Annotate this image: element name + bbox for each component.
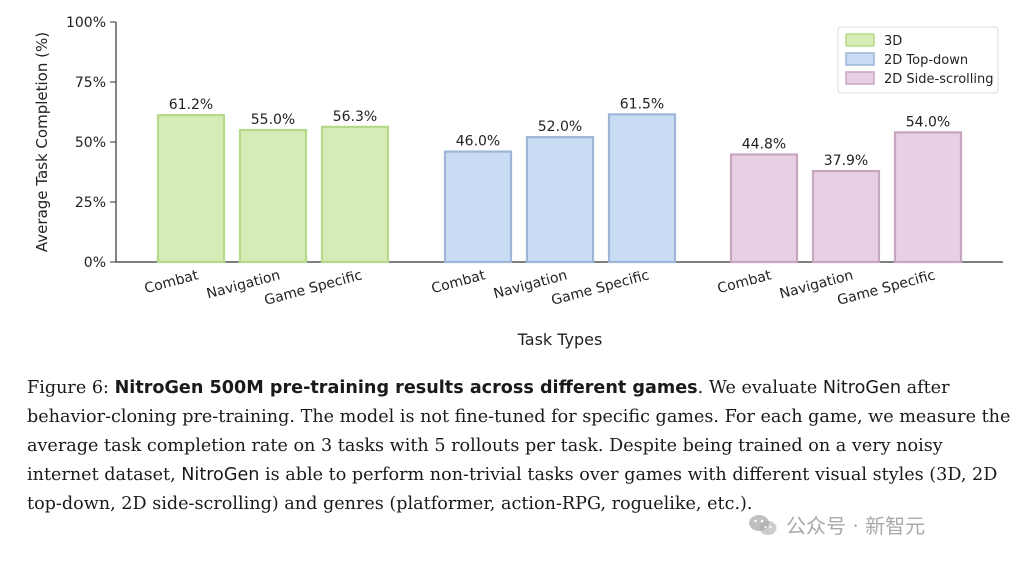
figure-caption: Figure 6: NitroGen 500M pre-training res… [27,374,1012,519]
caption-text-2: after behavior-cloning pre-training. The… [27,378,1011,485]
bar-value-label: 56.3% [333,109,377,125]
x-axis-label: Task Types [517,330,603,349]
bar-value-label: 61.2% [169,97,213,113]
caption-model-name: NitroGen [822,378,902,398]
y-axis-label: Average Task Completion (%) [33,32,51,252]
bar [893,131,963,264]
bar [729,153,799,264]
y-tick-label: 100% [66,15,106,31]
caption-text-3: is able to perform non-trivial tasks ove… [27,465,998,514]
bar-value-label: 54.0% [906,114,950,130]
watermark: 公众号 · 新智元 [748,510,925,539]
legend-swatch [845,71,875,85]
bar-value-label: 37.9% [824,153,868,169]
bar [525,136,595,264]
wechat-icon [749,514,777,535]
bar-chart: 0% 25% 50% 75% 100% Average Task Completion (… [33,15,1003,349]
y-tick-label: 50% [75,135,106,151]
bar [238,128,308,264]
y-tick-label: 0% [84,255,106,271]
caption-model-name-2: NitroGen [181,465,260,485]
x-category-label: Combat [143,267,201,297]
legend-label: 3D [884,34,902,49]
y-tick-label: 75% [75,75,106,91]
caption-text-1: . We evaluate [697,378,823,398]
bar [607,113,677,264]
bar-value-label: 46.0% [456,134,500,150]
bar [320,125,390,264]
legend-label: 2D Top-down [884,53,968,68]
chart-axes: 0% 25% 50% 75% 100% Average Task Completion (… [33,15,1003,349]
bar [811,169,881,264]
bar-value-label: 52.0% [538,119,582,135]
bar [156,114,226,264]
caption-title: NitroGen 500M pre-training results acros… [114,378,698,398]
bar [443,150,513,264]
bar-value-label: 61.5% [620,96,664,112]
chart-legend: 3D 2D Top-down 2D Side-scrolling [837,26,999,94]
legend-label: 2D Side-scrolling [884,72,993,87]
legend-frame [837,26,999,94]
legend-swatch [845,33,875,47]
bar-value-label: 55.0% [251,112,295,128]
figure-label: Figure 6: [27,378,109,398]
legend-swatch [845,52,875,66]
x-category-label: Combat [430,267,488,297]
bar-value-label: 44.8% [742,136,786,152]
y-tick-label: 25% [75,195,106,211]
watermark-text: 公众号 · 新智元 [786,514,926,538]
x-category-label: Combat [716,267,774,297]
